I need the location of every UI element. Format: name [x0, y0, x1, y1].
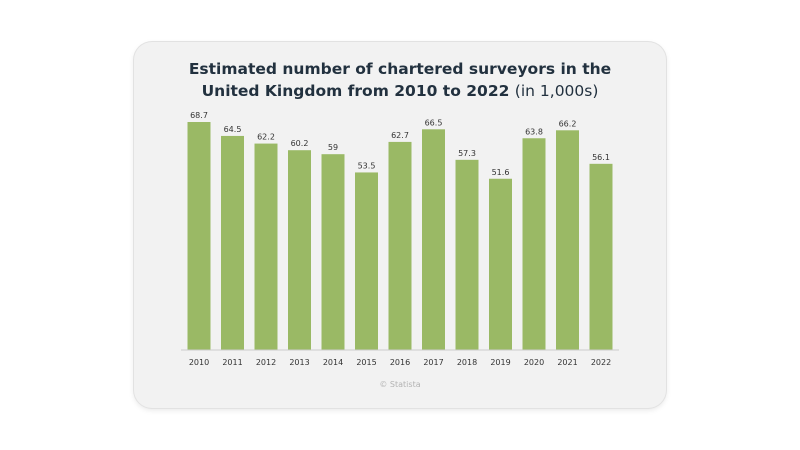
- bar-2022: [589, 163, 613, 350]
- x-tick-label-2010: 2010: [189, 358, 209, 367]
- value-label-2016: 62.7: [391, 131, 409, 140]
- x-tick-label-2012: 2012: [256, 358, 276, 367]
- bar-2021: [556, 130, 579, 350]
- chart-title-unit: (in 1,000s): [514, 82, 599, 100]
- value-label-2022: 56.1: [592, 153, 610, 162]
- chart-card: Estimated number of chartered surveyors …: [134, 42, 666, 408]
- chart-title: Estimated number of chartered surveyors …: [134, 58, 666, 102]
- x-tick-label-2014: 2014: [323, 358, 343, 367]
- bar-chart: 68.7 64.5 62.2 60.2 59 53.5 62.7 66.5 57.3 51.6 63…: [181, 111, 619, 367]
- value-label-2017: 66.5: [425, 118, 443, 127]
- value-label-2011: 64.5: [224, 125, 242, 134]
- bar-2014: [321, 154, 345, 350]
- bar-2019: [489, 178, 512, 350]
- value-label-2018: 57.3: [458, 149, 476, 158]
- value-label-2010: 68.7: [190, 111, 208, 120]
- value-label-2012: 62.2: [257, 133, 275, 142]
- x-tick-label-2021: 2021: [557, 358, 577, 367]
- bar-2013: [288, 150, 311, 350]
- x-tick-label-2017: 2017: [423, 358, 443, 367]
- value-label-2013: 60.2: [291, 139, 309, 148]
- bar-2012: [254, 143, 278, 350]
- bar-2020: [522, 138, 546, 350]
- bar-2018: [455, 159, 479, 350]
- value-labels-layer: 68.7 64.5 62.2 60.2 59 53.5 62.7 66.5 57.3 51.6 63…: [190, 111, 610, 177]
- bar-2016: [388, 141, 412, 350]
- bar-2015: [355, 172, 378, 350]
- bar-2011: [221, 135, 244, 350]
- x-tick-label-2020: 2020: [524, 358, 544, 367]
- bar-2017: [422, 129, 445, 350]
- x-tick-label-2019: 2019: [490, 358, 510, 367]
- value-label-2021: 66.2: [559, 119, 577, 128]
- x-tick-label-2022: 2022: [591, 358, 611, 367]
- chart-title-line2: United Kingdom from 2010 to 2022: [201, 82, 510, 100]
- x-tick-labels-layer: 2010 2011 2012 2013 2014 2015 2016 2017 2018 2019…: [189, 358, 611, 367]
- x-tick-label-2016: 2016: [390, 358, 410, 367]
- x-tick-label-2018: 2018: [457, 358, 477, 367]
- value-label-2020: 63.8: [525, 127, 543, 136]
- x-tick-label-2013: 2013: [289, 358, 309, 367]
- value-label-2014: 59: [328, 143, 338, 152]
- bars-layer: [187, 122, 613, 350]
- chart-title-line1: Estimated number of chartered surveyors …: [188, 60, 612, 78]
- x-tick-label-2015: 2015: [356, 358, 376, 367]
- source-credit: © Statista: [379, 380, 421, 389]
- bar-2010: [187, 122, 211, 350]
- x-tick-label-2011: 2011: [222, 358, 242, 367]
- value-label-2019: 51.6: [492, 168, 510, 177]
- value-label-2015: 53.5: [358, 161, 376, 170]
